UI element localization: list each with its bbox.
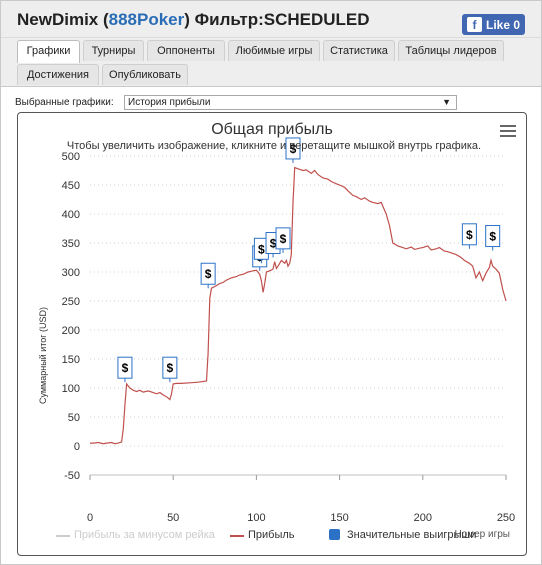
y-tick-label: 500 <box>62 151 80 163</box>
tab-favorite-games[interactable]: Любимые игры <box>228 40 320 61</box>
big-win-marker-label: $ <box>258 242 265 256</box>
tab-publish[interactable]: Опубликовать <box>102 64 188 85</box>
x-tick-label: 50 <box>167 512 179 524</box>
big-win-marker-label: $ <box>280 232 287 246</box>
y-tick-label: 200 <box>62 325 80 337</box>
big-win-marker-label: $ <box>122 361 129 375</box>
big-win-marker-label: $ <box>205 267 212 281</box>
big-win-marker[interactable] <box>275 227 291 250</box>
site-link[interactable]: 888Poker <box>108 10 185 29</box>
x-axis-title: Номер игры <box>454 529 510 540</box>
tab-achievements[interactable]: Достижения <box>17 64 99 85</box>
dropdown-arrow-icon: ▼ <box>442 97 451 107</box>
chart-subtitle: Чтобы увеличить изображение, кликните и … <box>66 140 482 152</box>
chart-container[interactable]: -50 0 50 100 150 200 250 300 350 400 450 500 0 50 100 1… <box>17 112 527 556</box>
big-win-marker[interactable] <box>461 223 477 246</box>
like-label: Like 0 <box>486 17 521 32</box>
big-win-marker[interactable] <box>162 356 178 379</box>
x-tick-label: 150 <box>330 512 348 524</box>
y-tick-label: -50 <box>64 470 80 482</box>
big-win-marker[interactable] <box>117 356 133 379</box>
filter-label: Фильтр: <box>194 10 264 29</box>
chart-selector-dropdown[interactable]: История прибыли ▼ <box>124 95 457 110</box>
big-win-marker[interactable] <box>285 137 301 160</box>
y-axis-title: Суммарный итог (USD) <box>38 307 48 404</box>
chart-title: Общая прибыль <box>211 121 333 138</box>
tab-charts[interactable]: Графики <box>17 40 80 63</box>
legend-line-icon <box>56 535 70 537</box>
legend-line-icon <box>230 535 244 537</box>
legend-label: Значительные выигрыши <box>347 529 477 541</box>
big-win-marker-label: $ <box>270 237 277 251</box>
chart-selector-label: Выбранные графики: <box>15 97 114 108</box>
tab-opponents[interactable]: Оппоненты <box>147 40 225 61</box>
big-win-marker-label: $ <box>167 361 174 375</box>
tab-leaderboards[interactable]: Таблицы лидеров <box>398 40 504 61</box>
tab-statistics[interactable]: Статистика <box>323 40 395 61</box>
legend-label: Прибыль <box>248 529 295 541</box>
page-title: NewDimix (888Poker) Фильтр:SCHEDULED <box>17 10 370 29</box>
big-win-marker[interactable] <box>485 225 501 248</box>
y-tick-label: 300 <box>62 267 80 279</box>
y-tick-label: 400 <box>62 209 80 221</box>
y-tick-label: 450 <box>62 180 80 192</box>
y-tick-label: 100 <box>62 383 80 395</box>
facebook-like-button[interactable]: f Like 0 <box>462 14 525 35</box>
y-tick-label: 150 <box>62 354 80 366</box>
facebook-icon: f <box>467 17 482 32</box>
x-tick-label: 0 <box>87 512 93 524</box>
chart-menu-icon[interactable] <box>500 125 516 139</box>
legend-square-icon <box>329 529 340 540</box>
chart-plot[interactable]: -50 0 50 100 150 200 250 300 350 400 450 500 0 50 100 1… <box>18 113 526 555</box>
x-tick-label: 200 <box>414 512 432 524</box>
y-tick-label: 250 <box>62 296 80 308</box>
header: NewDimix (888Poker) Фильтр:SCHEDULED f L… <box>1 1 541 38</box>
tab-tournaments[interactable]: Турниры <box>83 40 144 61</box>
filter-value: SCHEDULED <box>263 10 370 29</box>
profit-series-line[interactable] <box>90 166 507 445</box>
y-tick-label: 350 <box>62 238 80 250</box>
y-tick-label: 50 <box>68 412 80 424</box>
legend-label: Прибыль за минусом рейка <box>74 529 215 541</box>
big-win-marker-label: $ <box>466 228 473 242</box>
chart-selector-value: История прибыли <box>128 97 211 108</box>
x-tick-label: 100 <box>247 512 265 524</box>
x-tick-label: 250 <box>497 512 515 524</box>
big-win-marker-label: $ <box>290 142 297 156</box>
tab-bar: Графики Турниры Оппоненты Любимые игры С… <box>1 38 541 87</box>
user-name: NewDimix <box>17 10 99 29</box>
y-tick-label: 0 <box>74 441 80 453</box>
big-win-marker[interactable] <box>200 262 216 285</box>
big-win-marker-label: $ <box>489 230 496 244</box>
